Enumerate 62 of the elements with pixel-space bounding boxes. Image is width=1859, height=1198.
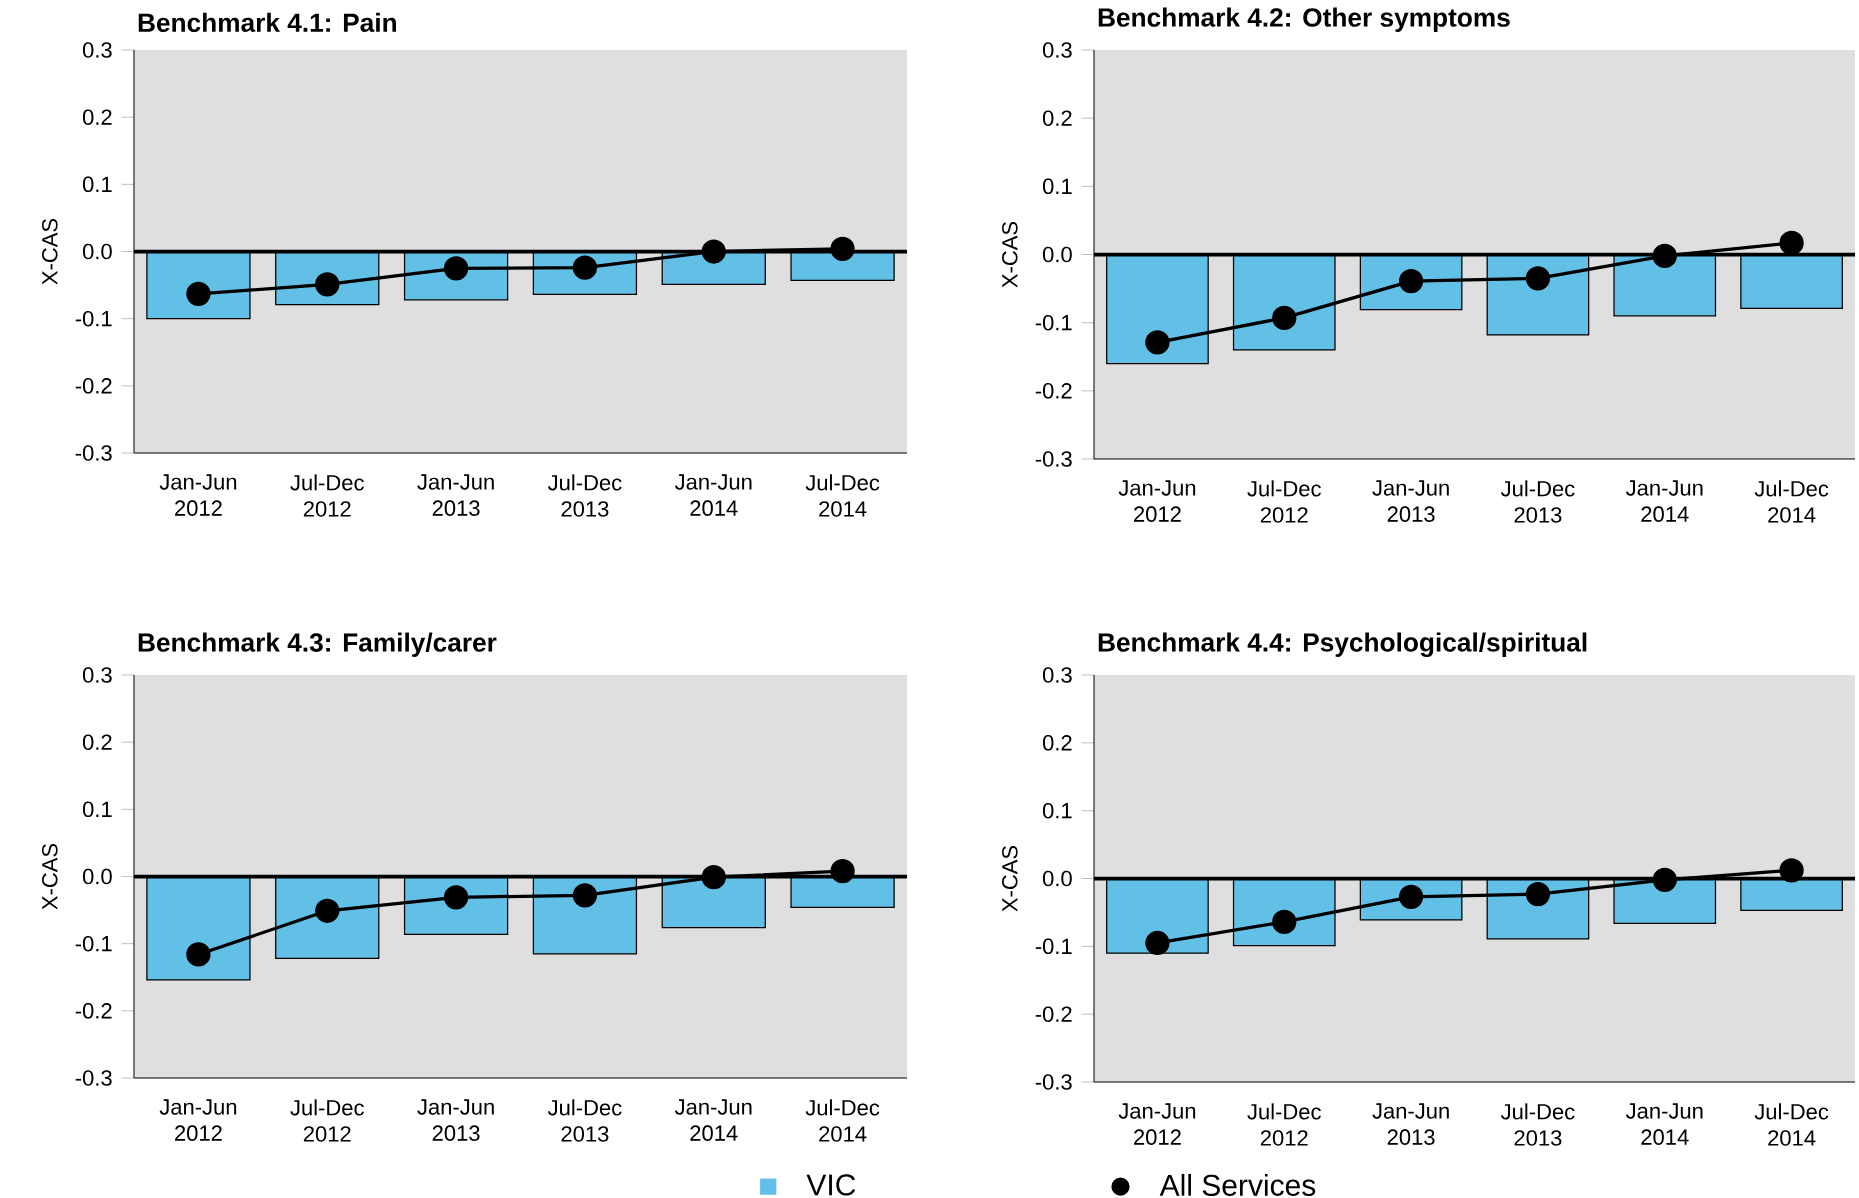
y-tick-label: 0.2 [82, 734, 112, 750]
chart-title: Benchmark 4.2: Other symptoms [1098, 7, 1510, 33]
x-tick-label: Jan-Jun 2012 [159, 474, 237, 516]
x-tick-label: Jan-Jun 2014 [1625, 480, 1703, 522]
x-tick-label: Jul-Dec 2013 [547, 1099, 622, 1142]
chart-title: Benchmark 4.3: Family/carer [138, 632, 497, 658]
x-tick-label: Jul-Dec 2014 [805, 1099, 880, 1142]
y-tick-label: 0.2 [1042, 110, 1072, 126]
y-tick-label: 0.0 [1042, 870, 1072, 887]
y-tick-label: -0.3 [1035, 451, 1072, 467]
x-tick-label: Jan-Jun 2014 [1625, 1103, 1703, 1145]
x-tick-label: Jan-Jun 2013 [1372, 480, 1449, 522]
y-tick-label: 0.1 [82, 801, 112, 818]
x-tick-label: Jan-Jun 2013 [417, 474, 494, 516]
x-tick-label: Jan-Jun 2013 [1372, 1103, 1449, 1145]
y-tick-label: 0.0 [82, 243, 112, 260]
y-tick-label: -0.1 [1035, 314, 1072, 331]
y-tick-label: 0.3 [82, 42, 112, 58]
x-tick-label: Jan-Jun 2014 [674, 1099, 752, 1141]
y-tick-label: -0.1 [1035, 938, 1072, 955]
y-tick-label: 0.1 [82, 176, 112, 193]
x-tick-label: Jul-Dec 2012 [290, 474, 364, 517]
y-axis-title: X-CAS [42, 218, 58, 285]
x-tick-label: Jul-Dec 2014 [1754, 1103, 1829, 1146]
y-tick-label: -0.2 [1035, 383, 1072, 399]
y-tick-label: 0.0 [82, 868, 112, 885]
y-tick-label: -0.2 [75, 378, 112, 394]
y-tick-label: 0.2 [1042, 735, 1072, 751]
x-tick-label: Jan-Jun 2012 [1118, 1103, 1196, 1145]
x-tick-label: Jul-Dec 2012 [1247, 480, 1321, 523]
y-tick-label: -0.1 [75, 935, 112, 952]
y-tick-label: -0.3 [75, 445, 112, 461]
x-tick-label: Jul-Dec 2012 [290, 1099, 364, 1142]
x-tick-label: Jan-Jun 2012 [159, 1099, 237, 1141]
legend-label: VIC [806, 1174, 856, 1196]
y-tick-label: 0.1 [1042, 802, 1072, 819]
x-tick-label: Jan-Jun 2014 [674, 474, 752, 516]
y-tick-label: -0.3 [1035, 1074, 1072, 1090]
chart-title: Benchmark 4.1: Pain [138, 12, 396, 33]
y-tick-label: 0.3 [1042, 42, 1072, 58]
y-tick-label: -0.2 [75, 1003, 112, 1019]
y-tick-label: -0.2 [1035, 1006, 1072, 1022]
y-tick-label: -0.1 [75, 310, 112, 327]
y-axis-title: X-CAS [1002, 221, 1018, 288]
x-tick-label: Jul-Dec 2012 [1247, 1103, 1321, 1146]
y-tick-label: 0.1 [1042, 178, 1072, 195]
x-tick-label: Jul-Dec 2013 [1500, 1103, 1575, 1146]
y-tick-label: 0.0 [1042, 246, 1072, 263]
x-tick-label: Jul-Dec 2014 [1754, 480, 1829, 523]
y-axis-title: X-CAS [1002, 845, 1018, 912]
y-tick-label: 0.3 [1042, 667, 1072, 683]
y-tick-label: 0.2 [82, 109, 112, 125]
x-tick-label: Jan-Jun 2012 [1118, 480, 1196, 522]
legend-label: All Services [1159, 1173, 1316, 1196]
x-tick-label: Jan-Jun 2013 [417, 1099, 494, 1141]
x-tick-label: Jul-Dec 2013 [1501, 480, 1575, 523]
y-tick-label: 0.3 [82, 667, 112, 683]
y-axis-title: X-CAS [42, 843, 58, 910]
x-tick-label: Jul-Dec 2014 [805, 474, 880, 517]
x-tick-label: Jul-Dec 2013 [547, 474, 622, 517]
y-tick-label: -0.3 [75, 1070, 112, 1086]
chart-title: Benchmark 4.4: Psychological/spiritual [1098, 632, 1587, 658]
